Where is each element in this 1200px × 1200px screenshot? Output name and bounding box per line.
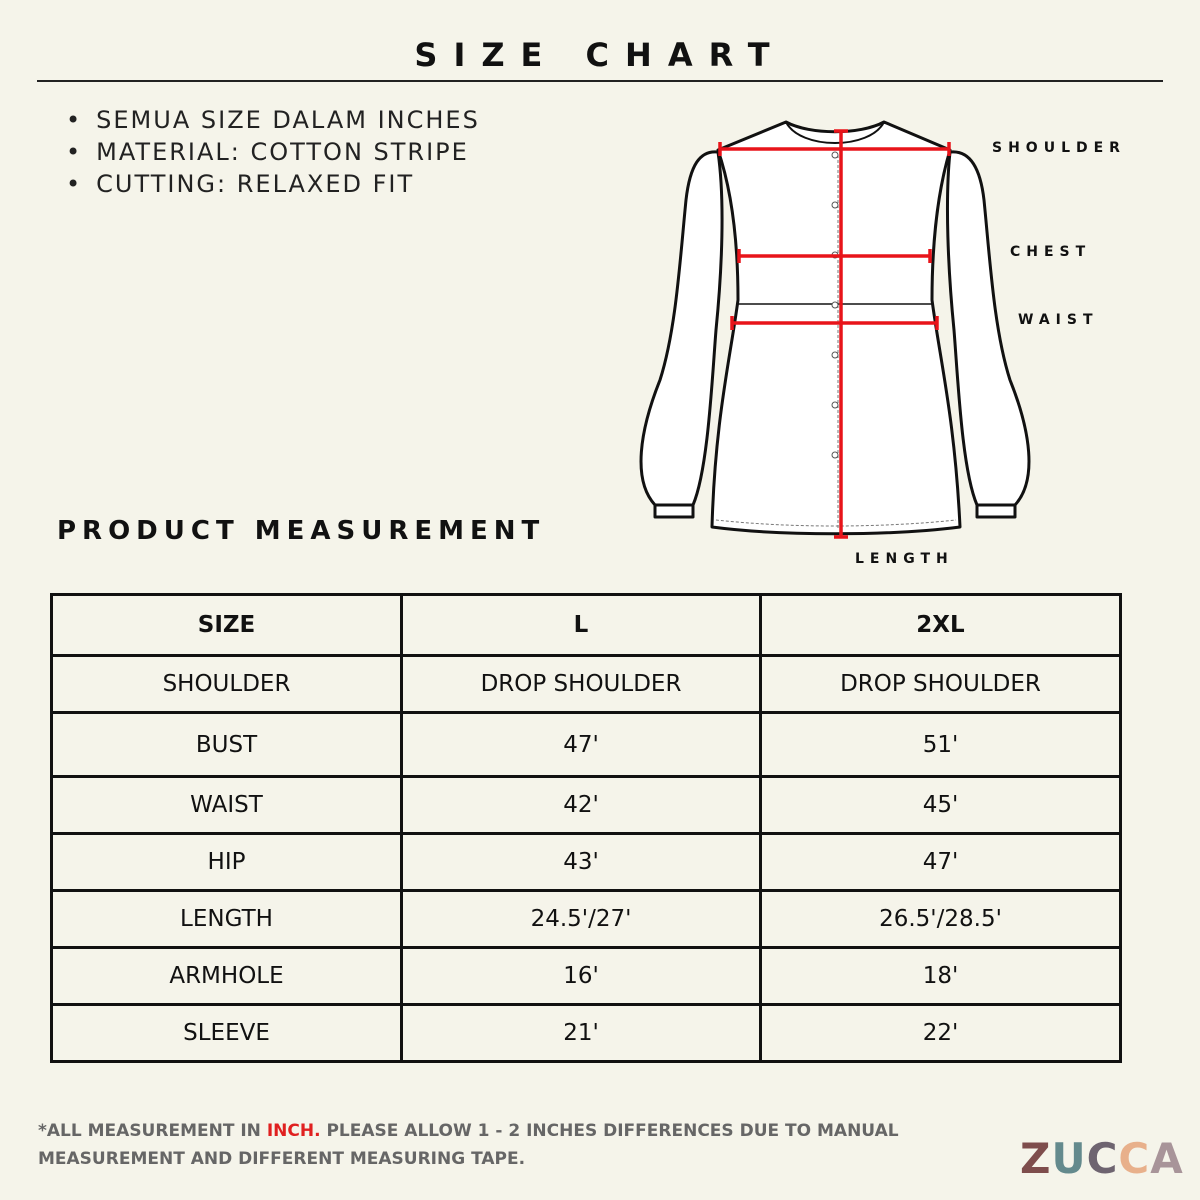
- info-item: SEMUA SIZE DALAM INCHES: [66, 104, 480, 136]
- brand-logo: ZUCCA: [1020, 1134, 1184, 1183]
- logo-letter: U: [1051, 1134, 1087, 1183]
- length-label: LENGTH: [855, 551, 954, 567]
- header-cell: SIZE: [49, 593, 404, 657]
- table-row: ARMHOLE 16' 18': [49, 946, 1122, 1006]
- cell: SHOULDER: [49, 654, 404, 714]
- chest-label: CHEST: [1010, 244, 1092, 260]
- left-cuff: [653, 503, 695, 519]
- cell: 18': [759, 946, 1122, 1006]
- info-item: MATERIAL: COTTON STRIPE: [66, 136, 480, 168]
- table-row: BUST 47' 51': [49, 711, 1122, 778]
- cell: 47': [400, 711, 762, 778]
- waist-label: WAIST: [1018, 312, 1099, 328]
- header-cell: L: [400, 593, 762, 657]
- cell: 45': [759, 775, 1122, 835]
- table-row: HIP 43' 47': [49, 832, 1122, 892]
- table-row: SLEEVE 21' 22': [49, 1003, 1122, 1063]
- cell: WAIST: [49, 775, 404, 835]
- logo-letter: Z: [1020, 1134, 1052, 1183]
- info-list: SEMUA SIZE DALAM INCHES MATERIAL: COTTON…: [66, 104, 480, 200]
- info-item: CUTTING: RELAXED FIT: [66, 168, 480, 200]
- shoulder-label: SHOULDER: [992, 140, 1126, 156]
- cell: 16': [400, 946, 762, 1006]
- footer-highlight: INCH.: [266, 1121, 321, 1141]
- logo-letter: C: [1086, 1134, 1119, 1183]
- title-divider: [37, 80, 1163, 82]
- table-row: SHOULDER DROP SHOULDER DROP SHOULDER: [49, 654, 1122, 714]
- cell: 22': [759, 1003, 1122, 1063]
- cell: ARMHOLE: [49, 946, 404, 1006]
- table-header-row: SIZE L 2XL: [49, 593, 1122, 657]
- cell: DROP SHOULDER: [400, 654, 762, 714]
- cell: 42': [400, 775, 762, 835]
- footer-line-2: MEASUREMENT AND DIFFERENT MEASURING TAPE…: [38, 1149, 526, 1169]
- cell: 26.5'/28.5': [759, 889, 1122, 949]
- page-title: SIZE CHART: [414, 36, 786, 74]
- right-cuff: [975, 503, 1017, 519]
- right-sleeve: [945, 150, 1031, 507]
- logo-letter: A: [1150, 1134, 1184, 1183]
- garment-diagram: [639, 120, 1031, 539]
- cell: BUST: [49, 711, 404, 778]
- header-cell: 2XL: [759, 593, 1122, 657]
- body: [710, 120, 962, 536]
- cell: DROP SHOULDER: [759, 654, 1122, 714]
- left-sleeve: [639, 150, 724, 507]
- table-row: LENGTH 24.5'/27' 26.5'/28.5': [49, 889, 1122, 949]
- section-title: PRODUCT MEASUREMENT: [57, 516, 546, 546]
- cell: 21': [400, 1003, 762, 1063]
- footer-note: *ALL MEASUREMENT IN INCH. PLEASE ALLOW 1…: [38, 1117, 899, 1173]
- collar: [785, 121, 885, 144]
- size-table: SIZE L 2XL SHOULDER DROP SHOULDER DROP SHO…: [49, 593, 1122, 1063]
- table-row: WAIST 42' 45': [49, 775, 1122, 835]
- footer-prefix: *ALL MEASUREMENT IN: [38, 1121, 267, 1141]
- cell: SLEEVE: [49, 1003, 404, 1063]
- logo-letter: C: [1118, 1134, 1151, 1183]
- cell: LENGTH: [49, 889, 404, 949]
- cell: 51': [759, 711, 1122, 778]
- cell: 24.5'/27': [400, 889, 762, 949]
- cell: 47': [759, 832, 1122, 892]
- cell: 43': [400, 832, 762, 892]
- footer-rest: PLEASE ALLOW 1 - 2 INCHES DIFFERENCES DU…: [320, 1121, 899, 1141]
- cell: HIP: [49, 832, 404, 892]
